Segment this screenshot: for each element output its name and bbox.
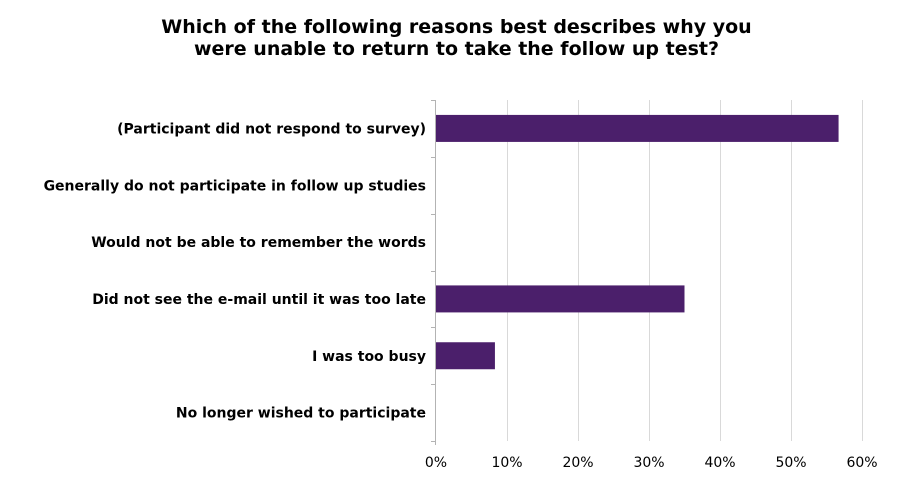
category-labels: (Participant did not respond to survey) G…: [44, 121, 426, 421]
chart-title-line-2: were unable to return to take the follow…: [193, 38, 719, 60]
x-tick-label-10: 10%: [491, 455, 522, 471]
category-label-4: I was too busy: [312, 349, 426, 365]
x-tick-label-50: 50%: [775, 455, 806, 471]
bars: [436, 114, 839, 370]
x-tick-label-30: 30%: [633, 455, 664, 471]
x-tick-label-20: 20%: [562, 455, 593, 471]
chart-title-line-1: Which of the following reasons best desc…: [161, 16, 752, 38]
gridlines: [507, 100, 863, 441]
x-tick-label-60: 60%: [846, 455, 877, 471]
bar-0: [436, 114, 839, 142]
x-tick-label-40: 40%: [704, 455, 735, 471]
x-tick-label-0: 0%: [425, 455, 447, 471]
category-label-2: Would not be able to remember the words: [91, 235, 426, 251]
category-label-0: (Participant did not respond to survey): [117, 121, 426, 137]
bar-4: [436, 342, 495, 370]
axes: [431, 100, 436, 445]
bar-3: [436, 285, 685, 313]
chart-title: Which of the following reasons best desc…: [0, 16, 913, 60]
category-label-5: No longer wished to participate: [176, 406, 426, 422]
category-label-1: Generally do not participate in follow u…: [44, 178, 426, 194]
category-label-3: Did not see the e-mail until it was too …: [92, 292, 426, 308]
x-tick-labels: 0% 10% 20% 30% 40% 50% 60%: [425, 455, 878, 471]
